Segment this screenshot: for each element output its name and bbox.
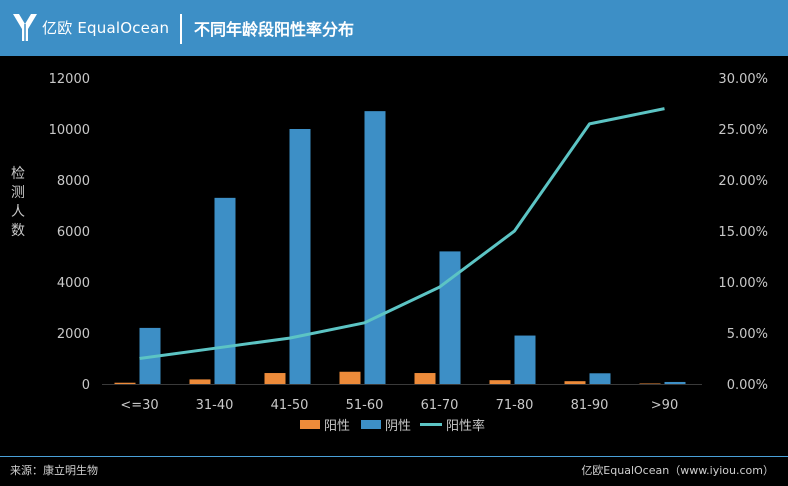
rate-line xyxy=(139,107,665,360)
y-tick-label: 10000 xyxy=(49,123,90,138)
bar-positive xyxy=(264,373,286,384)
bar-negative xyxy=(589,373,611,384)
equalocean-logo-icon xyxy=(13,14,37,41)
y2-tick-label: 5.00% xyxy=(727,327,768,342)
legend-swatch xyxy=(361,420,381,429)
legend-label: 阳性率 xyxy=(446,418,485,434)
legend-label: 阴性 xyxy=(385,419,411,434)
y-tick-label: 8000 xyxy=(57,174,90,189)
legend-label: 阳性 xyxy=(324,419,350,434)
bar-positive xyxy=(339,371,361,384)
header-bar: 亿欧 EqualOcean 不同年龄段阳性率分布 xyxy=(0,0,788,56)
bar-negative xyxy=(514,335,536,384)
bar-positive xyxy=(414,373,436,384)
x-tick-label: 81-90 xyxy=(571,398,609,413)
bar-negative xyxy=(439,251,461,384)
y-tick-label: 12000 xyxy=(49,72,90,87)
header-divider xyxy=(180,14,182,44)
x-tick-label: 51-60 xyxy=(346,398,384,413)
x-tick-label: 61-70 xyxy=(421,398,459,413)
y2-tick-label: 20.00% xyxy=(718,174,768,189)
y2-tick-label: 15.00% xyxy=(718,225,768,240)
bar-negative xyxy=(289,129,311,384)
bar-negative xyxy=(364,111,386,385)
y-tick-label: 6000 xyxy=(57,225,90,240)
x-tick-label: >90 xyxy=(651,398,678,413)
bar-positive xyxy=(564,381,586,384)
chart: 0 2000 4000 6000 8000 10000 12000 0.00% 5.00% 10.… xyxy=(11,72,768,434)
y-axis-label-char: 测 xyxy=(11,185,25,201)
bar-negative xyxy=(664,381,686,384)
y2-tick-label: 30.00% xyxy=(718,72,768,87)
bar-positive xyxy=(114,382,136,384)
y-tick-label: 0 xyxy=(82,378,90,393)
y2-tick-label: 25.00% xyxy=(718,123,768,138)
y-tick-label: 4000 xyxy=(57,276,90,291)
y-axis-label-char: 人 xyxy=(11,204,25,220)
y2-tick-label: 0.00% xyxy=(727,378,768,393)
bar-positive xyxy=(189,379,211,384)
y2-tick-label: 10.00% xyxy=(718,276,768,291)
x-tick-label: <=30 xyxy=(120,398,158,413)
credit-note: 亿欧EqualOcean（www.iyiou.com） xyxy=(581,464,774,477)
y-axis-label-char: 数 xyxy=(11,223,25,239)
bar-positive xyxy=(639,383,661,384)
chart-title: 不同年龄段阳性率分布 xyxy=(194,20,355,39)
y-tick-label: 2000 xyxy=(57,327,90,342)
x-tick-label: 31-40 xyxy=(196,398,234,413)
x-tick-label: 71-80 xyxy=(496,398,534,413)
brand-name: 亿欧 EqualOcean xyxy=(42,19,170,37)
bar-negative xyxy=(214,197,236,384)
x-tick-label: 41-50 xyxy=(271,398,309,413)
source-note: 来源：康立明生物 xyxy=(10,464,98,477)
footer-divider xyxy=(0,456,788,457)
y-axis-label-char: 检 xyxy=(11,166,25,182)
bar-positive xyxy=(489,380,511,384)
legend-swatch xyxy=(300,420,320,429)
